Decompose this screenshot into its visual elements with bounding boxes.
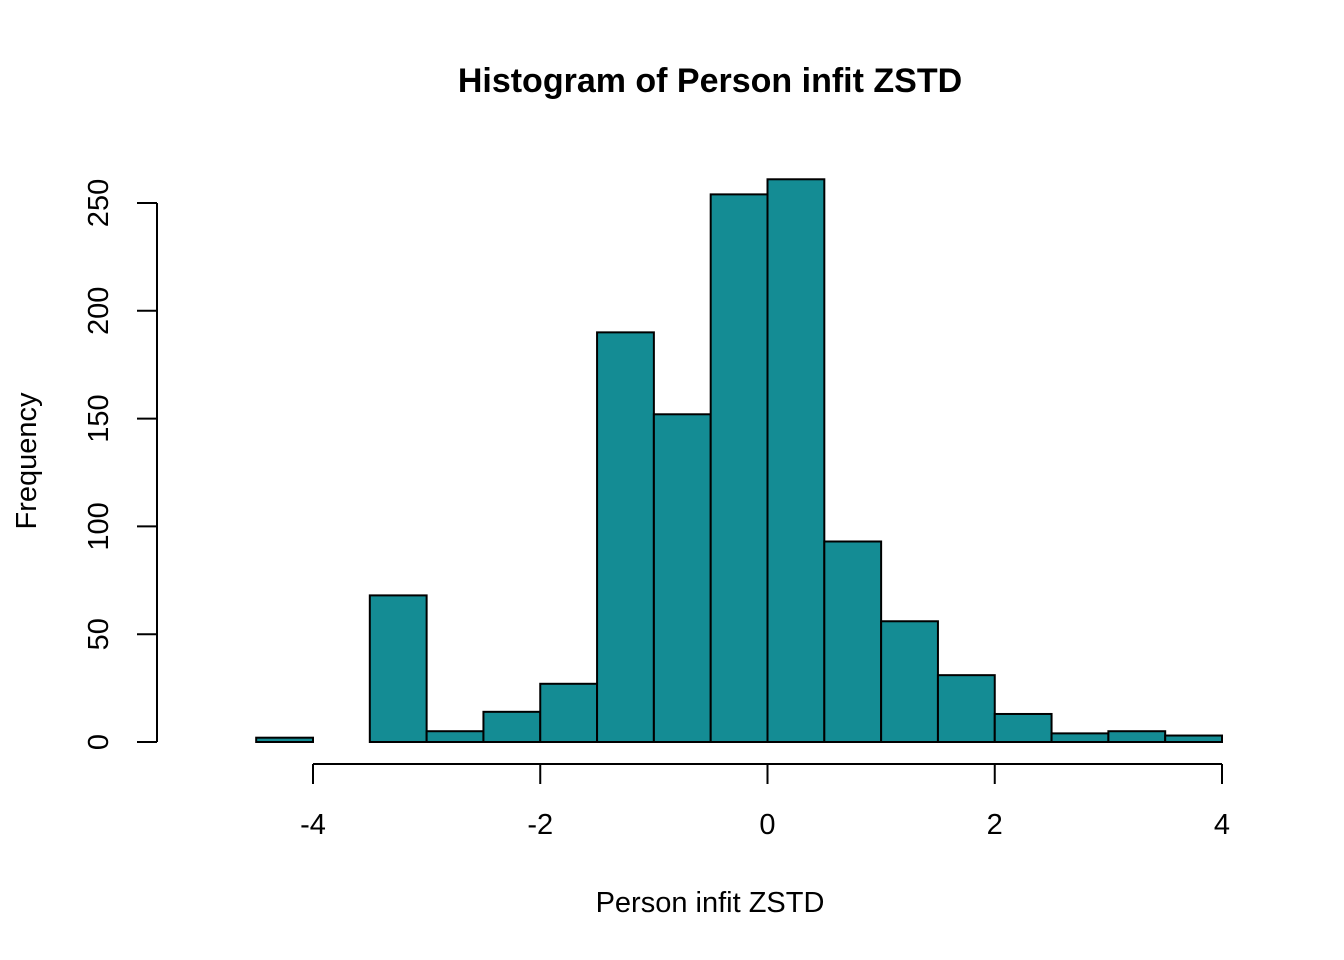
x-tick-label: 4 bbox=[1214, 809, 1230, 841]
y-tick-label: 50 bbox=[83, 618, 115, 650]
histogram-bar bbox=[255, 736, 314, 743]
histogram-bar bbox=[1164, 734, 1223, 743]
histogram-bar bbox=[993, 712, 1053, 743]
histogram-bar bbox=[596, 331, 655, 743]
x-tick-label: -4 bbox=[300, 809, 326, 841]
histogram-bar bbox=[880, 620, 939, 743]
y-axis-label: Frequency bbox=[11, 392, 43, 530]
x-axis: -4 -2 0 2 4 bbox=[300, 763, 1230, 841]
bars-group bbox=[255, 178, 1223, 744]
histogram-bar bbox=[1050, 732, 1110, 743]
histogram-bar bbox=[823, 540, 883, 743]
histogram-bar bbox=[1107, 730, 1167, 743]
y-tick-label: 150 bbox=[83, 394, 115, 442]
chart-title: Histogram of Person infit ZSTD bbox=[458, 62, 962, 100]
x-tick-label: 2 bbox=[987, 809, 1003, 841]
y-tick-label: 0 bbox=[83, 734, 115, 750]
histogram-bar bbox=[368, 594, 428, 744]
histogram-bar bbox=[482, 710, 542, 743]
y-axis: 0 50 100 150 200 250 bbox=[83, 179, 158, 750]
x-tick-label: -2 bbox=[527, 809, 553, 841]
histogram-bar bbox=[936, 674, 996, 743]
histogram-bar bbox=[766, 178, 826, 743]
x-tick-label: 0 bbox=[759, 809, 775, 841]
histogram-bar bbox=[709, 193, 769, 744]
y-tick-label: 250 bbox=[83, 179, 115, 227]
y-tick-label: 100 bbox=[83, 502, 115, 550]
histogram-bar bbox=[652, 413, 712, 743]
y-tick-label: 200 bbox=[83, 287, 115, 335]
histogram-bar bbox=[539, 682, 599, 744]
histogram-bar bbox=[425, 730, 485, 743]
x-axis-label: Person infit ZSTD bbox=[596, 887, 825, 919]
